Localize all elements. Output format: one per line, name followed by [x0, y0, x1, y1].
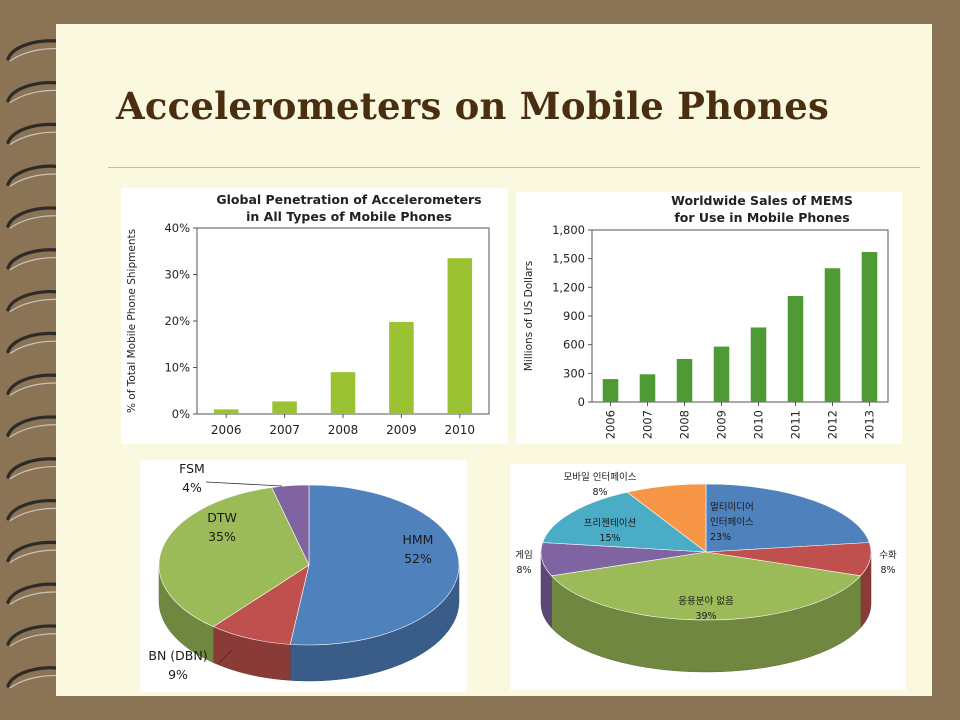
x-tick-label: 2011: [789, 410, 803, 439]
x-tick-label: 2013: [863, 410, 877, 439]
x-tick-label: 2008: [328, 423, 359, 437]
pie-slice: [626, 483, 707, 553]
pie-slice-label: 멀티미디어: [710, 501, 754, 513]
x-tick-label: 2006: [211, 423, 242, 437]
pie-slice-label: 응용분야 없음: [678, 595, 734, 607]
pie-slice: [158, 487, 310, 627]
bar: [861, 251, 878, 402]
pie-slice-value: 15%: [599, 533, 620, 544]
y-tick-label: 300: [563, 366, 585, 380]
pie-slice-value: 9%: [168, 667, 188, 682]
y-tick-label: 40%: [164, 221, 190, 235]
bar: [602, 379, 619, 402]
bar: [676, 359, 693, 402]
bar: [447, 258, 473, 414]
y-axis-label: Millions of US Dollars: [523, 261, 535, 371]
x-tick-label: 2007: [641, 410, 655, 439]
pie-slice-label: 모바일 인터페이스: [564, 472, 637, 483]
pie-slice-label: 수화: [879, 550, 897, 561]
title-divider: [108, 167, 920, 168]
pie-slice-value: 8%: [516, 565, 531, 576]
y-tick-label: 30%: [164, 268, 190, 282]
x-tick-label: 2009: [386, 423, 417, 437]
chart-title: Worldwide Sales of MEMS: [671, 193, 853, 208]
y-tick-label: 1,500: [552, 252, 585, 266]
pie-slice: [542, 491, 707, 553]
pie-slice-value: 39%: [695, 611, 716, 622]
leader-line: [205, 481, 283, 487]
slide-title: Accelerometers on Mobile Phones: [116, 84, 829, 128]
pie-slice-value: 8%: [880, 565, 895, 576]
chart-title: Global Penetration of Accelerometers: [216, 192, 481, 207]
bar: [639, 374, 656, 402]
y-tick-label: 0%: [172, 407, 190, 421]
pie-slice-label: DTW: [207, 510, 237, 525]
pie-slice: [212, 564, 310, 645]
y-tick-label: 900: [563, 309, 585, 323]
mems-sales-chart: Worldwide Sales of MEMS for Use in Mobile…: [516, 192, 902, 444]
pie-slice: [705, 483, 870, 553]
pie-slice: [550, 551, 862, 621]
pie-slice-label: FSM: [179, 461, 205, 476]
bar: [750, 327, 767, 402]
accelerometer-penetration-chart: Global Penetration of Accelerometers in A…: [121, 188, 508, 444]
y-axis-label: % of Total Mobile Phone Shipments: [126, 229, 138, 413]
bar: [330, 372, 356, 414]
y-tick-label: 0: [578, 395, 585, 409]
pie-slice-label: 게임: [515, 549, 532, 561]
bar: [713, 346, 730, 402]
gesture-algorithm-pie-chart: HMM 52% BN (DBN) 9% DTW 35% FSM 4%: [140, 460, 467, 692]
pie-slice-value: 52%: [404, 551, 432, 566]
chart-title: for Use in Mobile Phones: [674, 210, 849, 225]
x-tick-label: 2006: [604, 410, 618, 439]
x-tick-label: 2009: [715, 410, 729, 439]
pie-slice-label: BN (DBN): [148, 648, 207, 663]
y-tick-label: 10%: [164, 361, 190, 375]
bar: [213, 409, 239, 414]
x-tick-label: 2007: [269, 423, 300, 437]
x-tick-label: 2010: [445, 423, 476, 437]
pie-slice: [289, 484, 460, 646]
y-tick-label: 20%: [164, 314, 190, 328]
pie-slice-value: 4%: [182, 480, 202, 495]
pie-slice-value: 23%: [710, 532, 731, 543]
chart-title: in All Types of Mobile Phones: [246, 209, 452, 224]
bar: [389, 321, 414, 414]
pie-slice: [271, 484, 310, 566]
y-tick-label: 1,800: [552, 223, 585, 237]
x-tick-label: 2012: [826, 410, 840, 439]
plot-area: [591, 229, 889, 403]
pie-slice-value: 35%: [208, 529, 236, 544]
pie-slice-value: 8%: [592, 487, 607, 498]
x-tick-label: 2010: [752, 410, 766, 439]
pie-slice-label: HMM: [403, 532, 434, 547]
y-tick-label: 600: [563, 338, 585, 352]
bar: [824, 268, 841, 402]
leader-line: [217, 649, 233, 665]
bar: [787, 295, 804, 402]
pie-slice-label: 인터페이스: [710, 517, 754, 528]
bar: [272, 401, 297, 414]
x-tick-label: 2008: [678, 410, 692, 439]
y-tick-label: 1,200: [552, 280, 585, 294]
pie-slice-label: 프리젠테이션: [584, 518, 636, 529]
